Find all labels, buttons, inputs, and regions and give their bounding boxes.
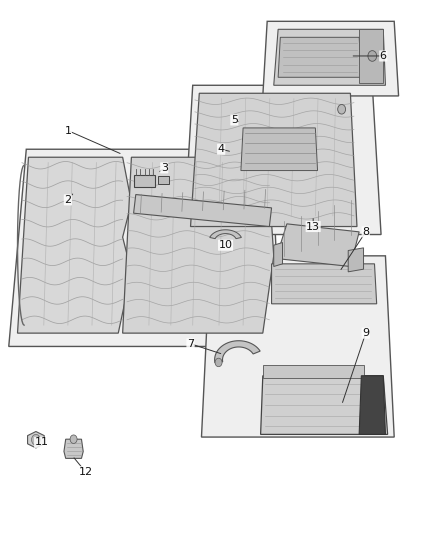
Polygon shape	[261, 376, 388, 434]
Polygon shape	[210, 230, 241, 239]
Text: 12: 12	[78, 467, 92, 477]
Polygon shape	[64, 439, 83, 458]
Polygon shape	[158, 176, 169, 184]
Polygon shape	[274, 243, 283, 266]
Text: 4: 4	[218, 144, 225, 154]
FancyBboxPatch shape	[289, 252, 300, 259]
Polygon shape	[274, 29, 385, 85]
Polygon shape	[215, 341, 260, 363]
Text: 11: 11	[35, 438, 49, 447]
Polygon shape	[9, 149, 280, 346]
Polygon shape	[276, 224, 359, 266]
Polygon shape	[348, 248, 364, 272]
Polygon shape	[272, 264, 377, 304]
Polygon shape	[263, 365, 364, 378]
Circle shape	[32, 434, 40, 445]
Polygon shape	[201, 256, 394, 437]
Polygon shape	[184, 85, 381, 235]
Polygon shape	[359, 29, 383, 83]
Text: 3: 3	[161, 163, 168, 173]
Polygon shape	[28, 432, 44, 448]
Polygon shape	[134, 175, 155, 187]
Circle shape	[347, 253, 353, 261]
Text: 9: 9	[362, 328, 369, 338]
Polygon shape	[241, 128, 318, 171]
Polygon shape	[134, 195, 272, 227]
FancyBboxPatch shape	[311, 249, 322, 256]
Text: 8: 8	[362, 227, 369, 237]
Circle shape	[215, 358, 222, 367]
Polygon shape	[359, 376, 385, 434]
Circle shape	[70, 435, 77, 443]
Circle shape	[368, 51, 377, 61]
Text: 6: 6	[380, 51, 387, 61]
Polygon shape	[123, 157, 274, 333]
Polygon shape	[263, 21, 399, 96]
Polygon shape	[278, 37, 361, 77]
Text: 7: 7	[187, 339, 194, 349]
Text: 2: 2	[64, 195, 71, 205]
Text: 10: 10	[219, 240, 233, 250]
Polygon shape	[18, 157, 131, 333]
Text: 5: 5	[231, 115, 238, 125]
Text: 13: 13	[306, 222, 320, 231]
Circle shape	[338, 104, 346, 114]
Polygon shape	[191, 93, 357, 227]
Text: 1: 1	[64, 126, 71, 135]
